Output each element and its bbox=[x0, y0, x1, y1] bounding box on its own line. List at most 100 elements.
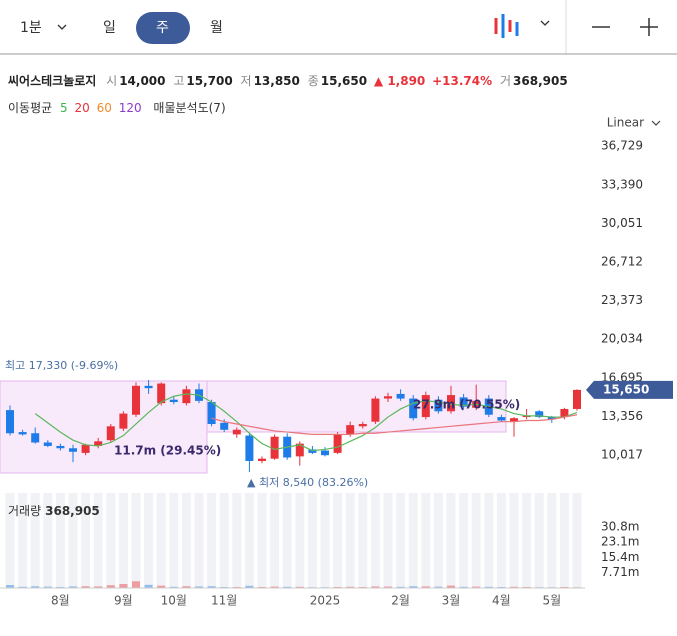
x-tick-label: 11월 bbox=[211, 594, 237, 608]
ma-period[interactable]: 5 bbox=[60, 101, 68, 115]
volume-column bbox=[534, 493, 544, 588]
candle-body bbox=[69, 448, 77, 452]
volume-column bbox=[320, 493, 330, 588]
candle-body bbox=[132, 385, 140, 415]
volume-column bbox=[484, 493, 494, 588]
volume-column bbox=[30, 493, 40, 588]
x-tick-label: 3월 bbox=[442, 594, 461, 608]
ma-period[interactable]: 120 bbox=[119, 101, 142, 115]
ma-line bbox=[34, 393, 578, 452]
y-tick-label: 16,695 bbox=[601, 370, 643, 384]
volume-column bbox=[559, 493, 569, 588]
chevron[interactable] bbox=[57, 24, 67, 30]
y-tick-label: 10,017 bbox=[601, 448, 643, 462]
chevron[interactable] bbox=[651, 120, 661, 126]
candle-body bbox=[295, 443, 304, 457]
candle-body bbox=[535, 411, 544, 418]
volume-column bbox=[459, 493, 469, 588]
y-tick-label: 30,051 bbox=[601, 216, 643, 230]
volume-column bbox=[106, 493, 116, 588]
candle-body bbox=[459, 397, 468, 407]
ma-period[interactable]: 60 bbox=[97, 101, 112, 115]
interval[interactable]: 월 bbox=[210, 20, 223, 36]
candle-body bbox=[421, 395, 430, 418]
candle-body bbox=[371, 398, 380, 422]
volume-column bbox=[295, 493, 305, 588]
volume-column bbox=[496, 493, 506, 588]
volume-tick-label: 15.4m bbox=[601, 550, 639, 564]
volume-bar bbox=[106, 585, 115, 588]
candle-body bbox=[119, 413, 128, 429]
scale-mode[interactable]: Linear bbox=[607, 116, 644, 130]
volume-bar bbox=[31, 586, 40, 588]
candle-body bbox=[409, 398, 418, 419]
volume-bar bbox=[119, 584, 128, 588]
interval[interactable]: 1분 bbox=[20, 20, 42, 36]
candle-body bbox=[207, 402, 216, 424]
candle-body bbox=[258, 458, 266, 461]
volume-column bbox=[131, 493, 141, 588]
volume-bar bbox=[81, 586, 90, 588]
volume-bar bbox=[472, 586, 481, 588]
volume-bar bbox=[409, 586, 418, 588]
field-value: 15,650 bbox=[321, 74, 367, 88]
volume-bar bbox=[283, 586, 292, 588]
volume-column bbox=[244, 493, 254, 588]
volume-column bbox=[345, 493, 355, 588]
x-tick-label: 9월 bbox=[114, 594, 133, 608]
volume-bar bbox=[384, 586, 392, 588]
volume-column bbox=[144, 493, 154, 588]
ma-period[interactable]: 20 bbox=[74, 101, 89, 115]
plot: 36,729 33,390 30,051 26,712 23,373 20,034 16,6… bbox=[5, 139, 673, 608]
volume-column bbox=[93, 493, 103, 588]
y-tick-label: 33,390 bbox=[601, 177, 643, 191]
candle-body bbox=[31, 433, 40, 443]
volume-column bbox=[219, 493, 229, 588]
volume-bar bbox=[245, 585, 254, 588]
volume-column bbox=[333, 493, 343, 588]
volume-column bbox=[396, 493, 406, 588]
volume-column bbox=[421, 493, 431, 588]
volume-column bbox=[156, 493, 166, 588]
volume-column bbox=[18, 493, 28, 588]
volume-column bbox=[446, 493, 456, 588]
zoom-in[interactable] bbox=[640, 18, 658, 36]
x-tick-label: 10월 bbox=[161, 594, 187, 608]
candle-body bbox=[560, 408, 569, 418]
volume-tick-label: 23.1m bbox=[601, 535, 639, 549]
candle-body bbox=[346, 425, 355, 435]
stock-header: 씨어스테크놀로지 시 14,000 고 15,700 저 13,850 종 15,650… bbox=[8, 73, 568, 88]
profile-toggle[interactable]: 매물분석도(7) bbox=[153, 101, 225, 115]
volume-column bbox=[383, 493, 393, 588]
candle-body bbox=[232, 429, 241, 435]
chart-type-icon[interactable] bbox=[494, 14, 519, 38]
volume-column bbox=[282, 493, 292, 588]
chevron[interactable] bbox=[540, 20, 550, 26]
candle-body bbox=[106, 426, 115, 441]
volume-bar bbox=[371, 586, 380, 588]
volume-bar bbox=[43, 586, 52, 588]
y-tick-label: 36,729 bbox=[601, 139, 643, 153]
volume-column bbox=[55, 493, 65, 588]
interval[interactable]: 주 bbox=[156, 20, 169, 36]
ma-line bbox=[211, 414, 578, 435]
volume-bar bbox=[396, 586, 405, 588]
volume-bar bbox=[510, 586, 518, 588]
volume-title-value: 368,905 bbox=[45, 504, 100, 518]
volume-bar bbox=[270, 586, 279, 588]
volume-bar bbox=[144, 584, 153, 588]
interval[interactable]: 일 bbox=[103, 20, 116, 36]
candle-body bbox=[270, 436, 279, 459]
volume-bar bbox=[447, 585, 455, 588]
change: ▲ 1,890 bbox=[374, 74, 425, 88]
candle-body bbox=[573, 389, 581, 409]
candle-body bbox=[333, 434, 342, 453]
candle-body bbox=[81, 444, 90, 453]
candle-body bbox=[43, 442, 52, 446]
candle-body bbox=[497, 417, 506, 421]
volume-bar bbox=[484, 586, 493, 588]
profile-zone bbox=[0, 380, 208, 474]
field-value: 14,000 bbox=[119, 74, 165, 88]
y-tick-label: 13,356 bbox=[601, 409, 643, 423]
